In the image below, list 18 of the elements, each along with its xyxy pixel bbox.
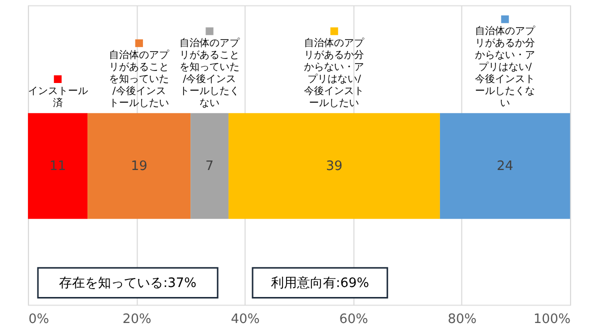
text: 利用意向有:69%: [270, 276, 370, 291]
legend-label: 自治体のアプリがあることを知っていた/今後インストールしたい: [109, 49, 170, 110]
data-label: 19: [130, 158, 148, 174]
legend-label: 自治体のアプリがあるか分からない・アプリはない/今後インストールしたくない: [475, 25, 536, 110]
x-tick-label: 100%: [533, 312, 571, 328]
data-label: 11: [50, 158, 66, 174]
legend-label: 自治体のアプリがあることを知っていた/今後インストールしたくない: [180, 37, 241, 110]
text: 存在を知っている:37%: [59, 276, 196, 291]
x-tick-label: 20%: [122, 312, 152, 328]
x-tick-label: 0%: [28, 312, 50, 328]
legend-label: 自治体のアプリがあるか分からない・アプリはない/今後インストールしたい: [304, 37, 366, 110]
legend-label: インストール済: [28, 86, 88, 110]
x-tick-label: 80%: [448, 312, 477, 328]
data-label: 7: [205, 158, 214, 174]
x-tick-label: 60%: [339, 312, 368, 328]
data-label: 24: [496, 158, 514, 174]
data-label: 39: [326, 158, 342, 174]
x-tick-label: 40%: [230, 312, 260, 328]
